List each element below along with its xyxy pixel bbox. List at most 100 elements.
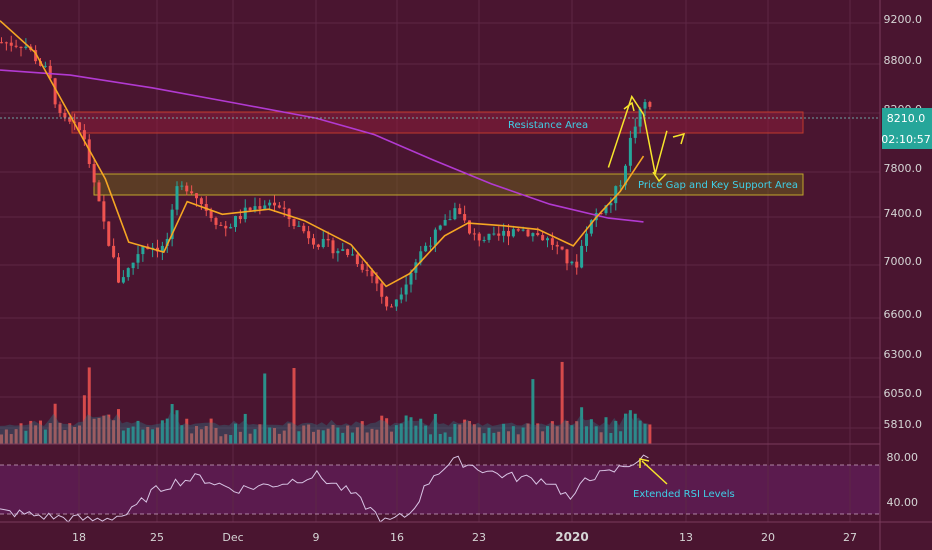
resistance-area-label: Resistance Area [508, 120, 588, 131]
arrow-up-1-icon [623, 101, 635, 112]
time-tick: 25 [150, 531, 164, 544]
candle-body [331, 240, 335, 254]
candle-body [170, 209, 174, 239]
volume-bar [302, 425, 306, 444]
candle-body [63, 112, 67, 118]
rsi-arrow-line [641, 460, 668, 485]
support-zone[interactable]: Price Gap and Key Support Area [93, 173, 804, 196]
candle-body [648, 102, 652, 107]
volume-bar [321, 430, 325, 444]
volume-bar [102, 415, 106, 444]
candle-body [243, 207, 247, 220]
volume-bar [326, 428, 330, 444]
volume-bar [414, 425, 418, 444]
rsi-annotation: Extended RSI Levels [633, 489, 735, 500]
volume-bar [492, 432, 496, 444]
candle-body [131, 262, 135, 269]
candle-body [370, 270, 374, 277]
volume-bar [531, 379, 535, 444]
volume-bar [165, 418, 169, 444]
volume-bar [507, 431, 510, 444]
price-tick: 7000.0 [884, 255, 923, 268]
candle-body [141, 246, 145, 255]
candle-countdown: 02:10:57 [881, 133, 930, 146]
volume-bar [126, 427, 130, 444]
candle-body [229, 227, 233, 229]
rsi-line [0, 454, 649, 523]
candle-body [117, 257, 120, 283]
candle-body [107, 221, 111, 246]
volume-bar [195, 426, 198, 444]
rsi-tick: 80.00 [887, 451, 919, 464]
candle-body [48, 65, 52, 79]
volume-bar [648, 424, 652, 444]
volume-bar [131, 426, 135, 444]
volume-bar [97, 417, 101, 444]
volume-bar [619, 431, 623, 444]
candle-body [468, 220, 471, 234]
volume-bar [141, 429, 145, 444]
volume-bar [146, 426, 150, 444]
volume-bar [234, 423, 237, 444]
volume-bar [78, 425, 81, 444]
volume-bar [117, 409, 120, 444]
candle-body [209, 210, 213, 219]
volume-bar [312, 431, 315, 444]
candle-body [589, 220, 593, 234]
candle-body [24, 46, 28, 49]
volume-bar [209, 418, 213, 444]
volume-bar [82, 395, 86, 444]
volume-bar [282, 430, 286, 444]
candle-body [78, 122, 81, 131]
current-price-tag[interactable]: 8210.0 02:10:57 [881, 108, 932, 149]
current-price-label: 8210.0 [887, 112, 926, 125]
candle-body [609, 203, 613, 206]
candle-body [136, 254, 140, 263]
volume-bar [346, 425, 350, 444]
candle-body [375, 276, 379, 284]
volume-bar [263, 373, 267, 444]
volume-tick: 6050.0 [884, 387, 923, 400]
volume-bar [243, 413, 247, 444]
candle-body [87, 139, 91, 165]
candle-body [297, 225, 301, 227]
candle-body [165, 238, 169, 246]
resistance-zone[interactable]: Resistance Area [71, 111, 804, 134]
candle-body [390, 306, 393, 308]
volume-moving-average [0, 412, 649, 444]
candle-body [312, 238, 315, 245]
volume-bar [0, 434, 3, 444]
volume-bar [472, 424, 476, 444]
volume-bar [550, 421, 554, 444]
time-tick: 9 [313, 531, 320, 544]
volume-tick: 5810.0 [884, 418, 923, 431]
arrow-down-icon [652, 171, 667, 183]
volume-bar [424, 425, 428, 444]
volume-bar [526, 423, 530, 444]
volume-bar [429, 434, 432, 444]
candle-body [263, 205, 267, 209]
rsi-arrow-head-icon [639, 458, 650, 468]
time-axis[interactable]: 18 25 Dec 9 16 23 2020 13 20 27 [72, 530, 857, 544]
candle-body [190, 191, 194, 194]
volume-bar [370, 428, 374, 444]
candle-body [0, 42, 3, 44]
candle-body [575, 261, 579, 268]
volume-bar [555, 426, 559, 444]
volume-bar [224, 434, 228, 444]
volume-bar [160, 420, 164, 444]
candle-body [4, 42, 8, 44]
volume-bar [643, 423, 647, 444]
volume-bar [63, 430, 67, 444]
candle-body [68, 117, 72, 122]
volume-bar [516, 434, 520, 444]
candle-body [453, 208, 457, 220]
volume-bar [292, 368, 296, 444]
candle-body [180, 185, 184, 187]
candlestick-series [0, 35, 652, 311]
candle-body [531, 233, 535, 237]
volume-bar [151, 429, 155, 444]
price-tick: 8800.0 [884, 54, 923, 67]
volume-bar [24, 430, 28, 444]
